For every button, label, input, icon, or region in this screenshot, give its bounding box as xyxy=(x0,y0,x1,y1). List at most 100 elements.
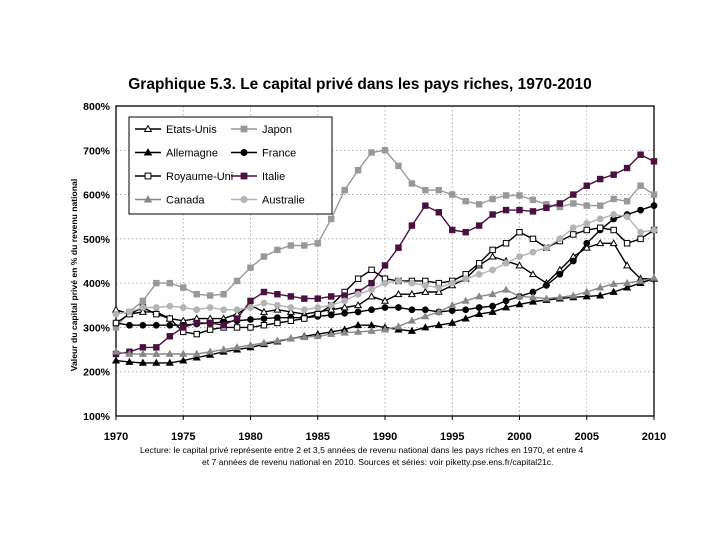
data-point xyxy=(301,315,308,322)
data-point xyxy=(516,228,523,236)
x-tick-label: 1980 xyxy=(238,431,262,443)
data-point xyxy=(381,279,389,287)
data-point xyxy=(448,307,456,314)
data-point xyxy=(529,196,537,204)
data-point xyxy=(555,293,564,301)
data-point xyxy=(314,295,321,302)
series-japon xyxy=(112,147,658,331)
data-point xyxy=(367,326,376,334)
data-point xyxy=(650,191,658,198)
data-point xyxy=(489,246,496,254)
data-point xyxy=(354,321,363,329)
data-point xyxy=(623,278,632,287)
data-point xyxy=(380,325,390,333)
legend-item: Etats-Unis xyxy=(135,124,217,136)
data-point xyxy=(220,306,227,314)
data-point xyxy=(327,215,335,223)
data-point xyxy=(206,347,215,355)
legend-item: Royaume-Uni xyxy=(135,171,233,183)
data-point xyxy=(422,202,429,209)
data-point xyxy=(570,231,577,238)
data-point xyxy=(260,253,268,260)
data-point xyxy=(435,186,443,194)
data-point xyxy=(260,321,268,329)
data-point xyxy=(138,349,147,357)
data-point xyxy=(529,248,537,256)
data-point xyxy=(609,239,618,247)
legend-label: Allemagne xyxy=(166,148,218,160)
data-point xyxy=(314,304,322,311)
data-point xyxy=(247,304,254,311)
data-point xyxy=(623,164,631,172)
data-point xyxy=(448,301,457,309)
data-point xyxy=(274,319,281,327)
data-point xyxy=(180,324,187,331)
y-tick-label: 700% xyxy=(83,145,111,157)
data-point xyxy=(220,321,227,329)
data-point xyxy=(367,292,376,300)
data-point xyxy=(153,310,160,318)
data-point xyxy=(422,186,429,194)
data-point xyxy=(475,309,484,318)
data-point xyxy=(341,292,348,299)
data-point xyxy=(502,206,510,214)
data-point xyxy=(408,180,416,187)
y-tick-label: 800% xyxy=(83,101,111,113)
data-point xyxy=(582,292,591,300)
data-point xyxy=(354,166,362,174)
data-point xyxy=(596,224,604,232)
plot-frame xyxy=(115,105,655,417)
data-point xyxy=(528,293,538,301)
data-point xyxy=(543,244,550,252)
data-point xyxy=(354,308,362,316)
y-tick-label: 100% xyxy=(83,411,111,423)
data-point xyxy=(489,266,496,274)
data-point xyxy=(179,349,188,357)
data-point xyxy=(596,291,605,299)
data-point xyxy=(515,292,524,300)
data-point xyxy=(240,195,248,204)
data-point xyxy=(274,246,281,254)
data-point xyxy=(287,242,295,249)
data-point xyxy=(368,279,375,287)
data-point xyxy=(179,356,188,364)
data-point xyxy=(570,191,577,198)
data-point xyxy=(354,275,362,282)
x-tick-label: 1975 xyxy=(171,431,195,443)
data-point xyxy=(609,279,618,287)
data-point xyxy=(395,244,402,251)
data-point xyxy=(327,311,335,319)
y-tick-label: 600% xyxy=(83,190,111,202)
data-point xyxy=(475,304,483,311)
data-point xyxy=(407,326,416,334)
data-point xyxy=(152,358,161,366)
data-point xyxy=(434,287,443,295)
data-point xyxy=(408,222,416,229)
data-point xyxy=(501,303,511,311)
data-point xyxy=(462,228,469,236)
data-point xyxy=(327,329,336,337)
legend-box xyxy=(128,116,333,215)
data-point xyxy=(368,286,375,294)
data-point xyxy=(166,321,174,329)
legend-item: Japon xyxy=(231,124,292,136)
data-point xyxy=(623,261,632,269)
data-point xyxy=(609,287,618,295)
data-point xyxy=(637,151,644,158)
data-point xyxy=(192,349,201,357)
x-tick-label: 1970 xyxy=(104,431,128,443)
series-layer xyxy=(111,147,659,366)
data-point xyxy=(650,202,658,210)
data-point xyxy=(152,304,160,311)
data-point xyxy=(126,321,133,329)
legend-label: Royaume-Uni xyxy=(166,171,233,183)
data-point xyxy=(125,349,134,357)
data-point xyxy=(240,148,248,157)
data-point xyxy=(515,300,524,308)
axis-labels: 100% 200% 300% 400% 500% 600% 700% 800% 1970 1975… xyxy=(83,101,666,443)
data-point xyxy=(233,315,241,322)
data-point xyxy=(259,307,269,315)
data-point xyxy=(368,266,375,274)
data-point xyxy=(274,301,281,309)
data-point xyxy=(475,270,483,278)
